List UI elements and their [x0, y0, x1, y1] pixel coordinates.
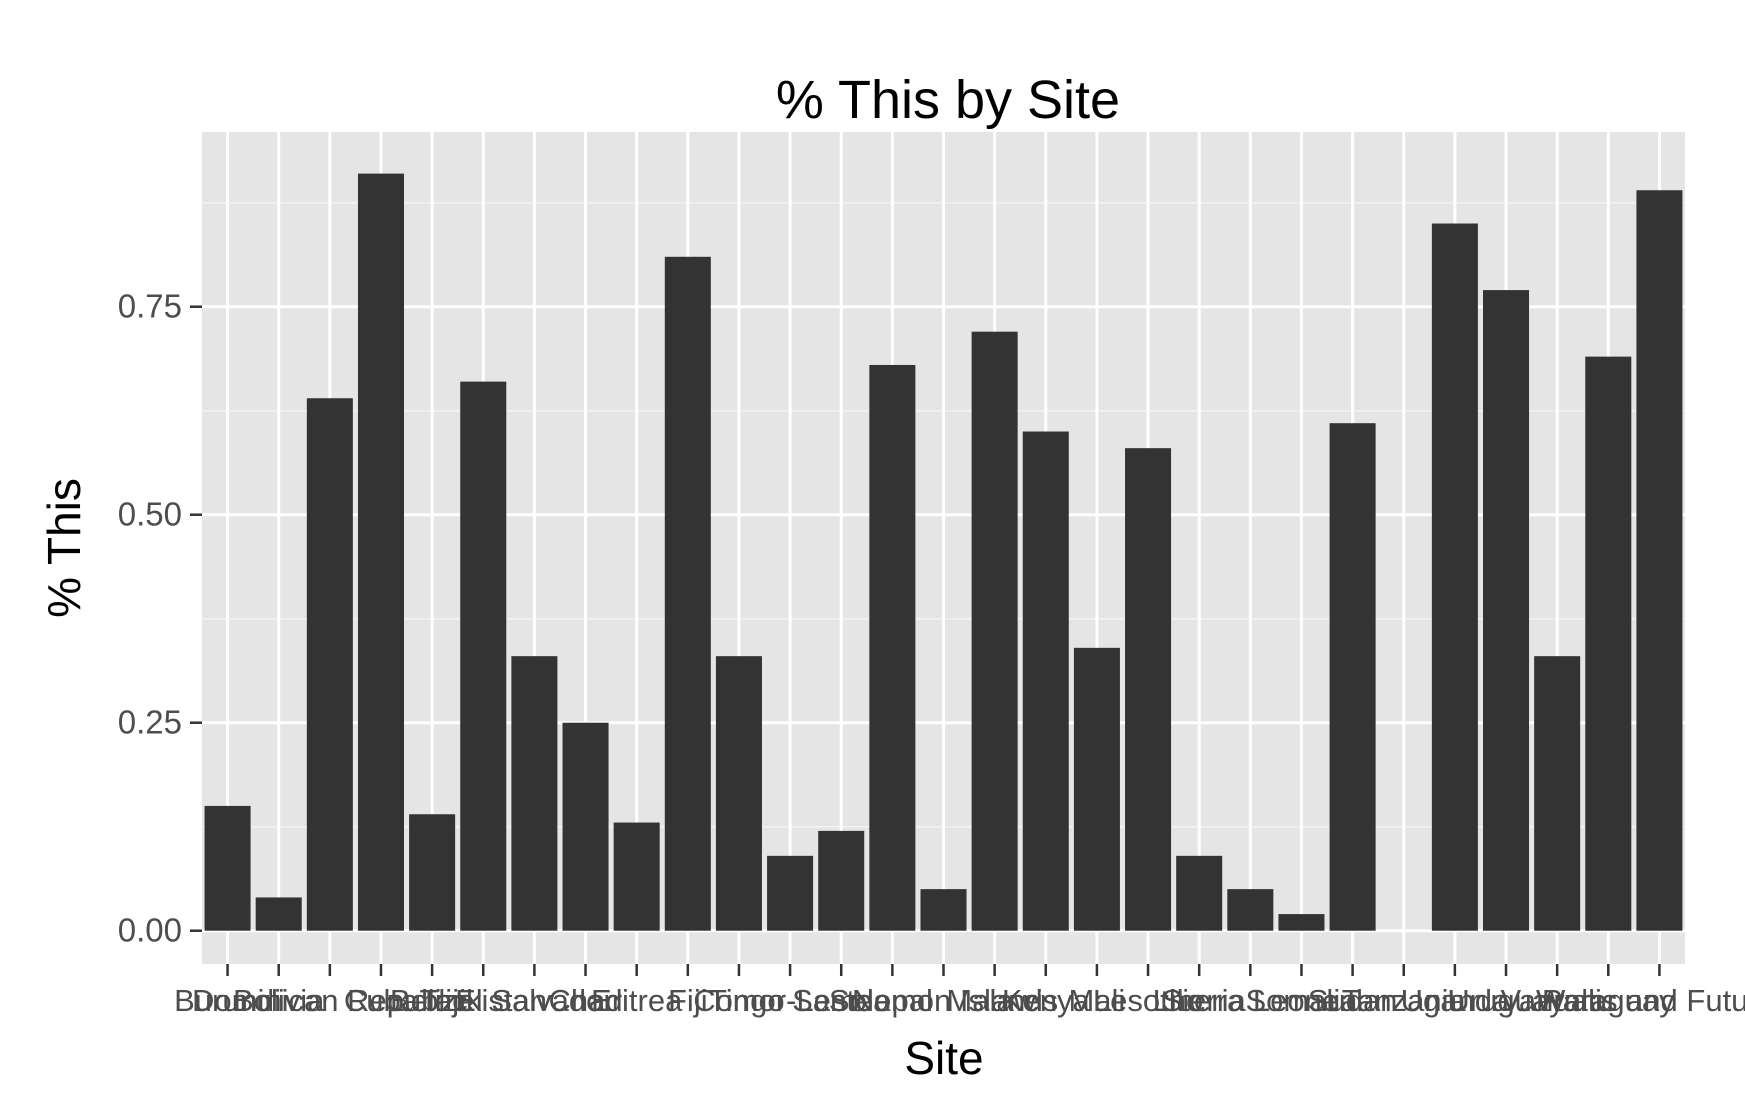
x-axis-title: Site: [904, 1032, 983, 1084]
bar: [255, 897, 302, 931]
x-tick-label: Sierra Leone: [1162, 983, 1340, 1018]
x-tick-label: Wallis and Futuna: [1536, 983, 1745, 1018]
x-tick-label: Burundi: [174, 983, 281, 1018]
bar: [460, 381, 507, 931]
x-tick-label: Tanzania: [1342, 983, 1467, 1018]
bar: [613, 822, 660, 931]
bars: [204, 173, 1683, 931]
x-tick-label: Paraguay: [1542, 983, 1675, 1018]
x-tick-label: Timor-Leste: [708, 983, 872, 1018]
x-tick-label: Mali: [1068, 983, 1125, 1018]
x-tick-label: Somalia: [1245, 983, 1358, 1018]
bar: [1585, 356, 1632, 931]
bar: [1534, 656, 1581, 931]
x-tick-label: Cuba: [344, 983, 419, 1018]
bar: [664, 256, 711, 931]
x-tick-label: Malawi: [946, 983, 1042, 1018]
bar: [306, 398, 353, 931]
x-tick-label: Belize: [390, 983, 474, 1018]
bar: [767, 855, 814, 931]
x-tick-label: Chad: [548, 983, 622, 1018]
bar: [1483, 290, 1530, 931]
bar: [357, 173, 404, 931]
x-tick-label: Nepal: [852, 983, 933, 1018]
bar: [1022, 431, 1069, 931]
bar: [511, 656, 558, 931]
bar: [1636, 190, 1683, 931]
y-axis: 0.00 0.25 0.50 0.75: [118, 288, 202, 949]
bar: [409, 814, 456, 931]
x-tick-label: Sudan: [1308, 983, 1398, 1018]
bar: [1278, 914, 1325, 931]
x-tick-label: Eritrea: [591, 983, 683, 1018]
bar: [971, 331, 1018, 931]
y-tick-label: 0.25: [118, 704, 182, 741]
bar: [920, 889, 967, 931]
bar: [1431, 223, 1478, 931]
x-tick-label: Vanuatu: [1501, 983, 1614, 1018]
bar: [204, 805, 251, 931]
y-tick-label: 0.50: [118, 496, 182, 533]
x-tick-label: Solomon Islands: [829, 983, 1058, 1018]
chart-title: % This by Site: [776, 70, 1120, 130]
x-tick-label: Samoa: [792, 983, 891, 1018]
x-tick-label: Bolivia: [233, 983, 325, 1018]
y-tick-label: 0.75: [118, 288, 182, 325]
x-tick-label: Congo: [693, 983, 784, 1018]
bar: [1125, 448, 1172, 931]
x-tick-label: Uganda: [1401, 983, 1510, 1018]
x-tick-label: Uruguay: [1447, 983, 1565, 1018]
bar: [1176, 855, 1223, 931]
x-tick-label: El Salvador: [455, 983, 614, 1018]
bar: [1227, 889, 1274, 931]
bar: [562, 722, 609, 931]
bar: [715, 656, 762, 931]
y-axis-title: % This: [38, 478, 90, 618]
x-tick-label: Lesotho: [1093, 983, 1203, 1018]
x-tick-label: Tajikistan: [420, 983, 548, 1018]
y-tick-label: 0.00: [118, 912, 182, 949]
bar: [869, 364, 916, 931]
x-tick-label: Fiji: [668, 983, 708, 1018]
x-tick-label: Kenya: [1002, 983, 1091, 1018]
bar: [1073, 647, 1120, 931]
bar: [1329, 423, 1376, 931]
bar: [818, 830, 865, 931]
x-tick-label: Dominican Republic: [192, 983, 468, 1018]
x-tick-label: Liberia: [1153, 983, 1247, 1018]
